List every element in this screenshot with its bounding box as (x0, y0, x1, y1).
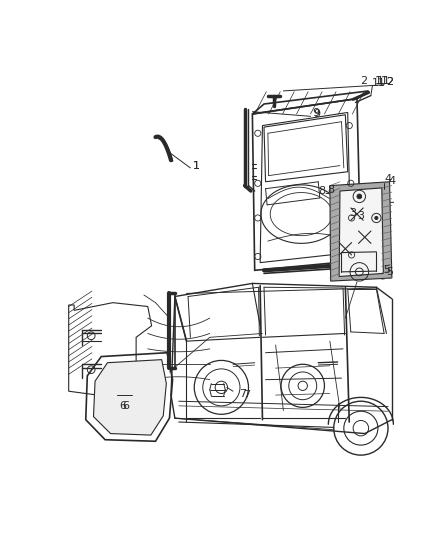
Circle shape (375, 216, 378, 220)
Polygon shape (93, 360, 166, 435)
Text: 1: 1 (193, 160, 200, 171)
Text: 9: 9 (313, 109, 320, 119)
Text: 3: 3 (357, 211, 364, 221)
Text: 2: 2 (386, 77, 393, 87)
Text: 7: 7 (243, 390, 250, 400)
Text: 2: 2 (360, 76, 367, 86)
Text: 7: 7 (239, 389, 246, 399)
Text: 8: 8 (318, 186, 326, 196)
Text: 2: 2 (386, 77, 393, 87)
Text: 6: 6 (120, 401, 127, 411)
Text: 11: 11 (377, 76, 391, 86)
Text: 8: 8 (327, 185, 334, 195)
Circle shape (357, 194, 362, 199)
Polygon shape (330, 182, 392, 281)
Text: 5: 5 (386, 267, 393, 277)
Text: 5: 5 (383, 265, 390, 276)
Text: 4: 4 (385, 174, 392, 184)
Text: 4: 4 (389, 176, 396, 186)
Text: 11: 11 (372, 78, 386, 88)
Text: 11: 11 (375, 76, 389, 86)
Text: 6: 6 (123, 401, 130, 411)
Text: 1: 1 (193, 161, 200, 172)
Text: 9: 9 (312, 108, 319, 118)
Polygon shape (339, 188, 383, 277)
Text: 3: 3 (350, 207, 357, 217)
